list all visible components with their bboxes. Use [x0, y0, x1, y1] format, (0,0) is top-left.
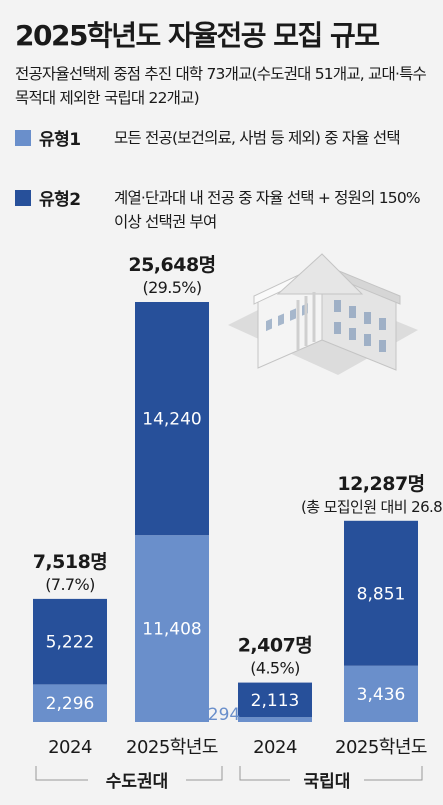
- legend-desc-type2: 계열·단과대 내 전공 중 자율 선택 + 정원의 150% 이상 선택권 부여: [114, 189, 421, 231]
- page-subtitle: 전공자율선택제 중점 추진 대학 73개교(수도권대 51개교, 교대·특수목적…: [15, 65, 427, 107]
- legend-swatch-type2: [15, 190, 31, 206]
- x-tick-label: 2025학년도: [335, 737, 427, 758]
- bar-share-label: (29.5%): [142, 278, 201, 297]
- bar-label-type1: 294: [208, 705, 240, 725]
- bar-segment-type1: [238, 717, 312, 722]
- bar-segment-type2: [238, 682, 312, 718]
- bar-label-type2: 14,240: [142, 410, 201, 430]
- group-label-capital: 수도권대: [106, 772, 169, 792]
- group-label-national: 국립대: [304, 772, 351, 792]
- bar-segment-type1: [33, 684, 107, 722]
- bar-segment-type1: [344, 665, 418, 722]
- bar-total-label: 12,287명: [337, 473, 424, 495]
- bar-total-label: 2,407명: [238, 635, 313, 657]
- bar-label-type2: 5,222: [46, 633, 95, 653]
- x-tick-label: 2024: [253, 737, 297, 758]
- group-bracket-right: [239, 766, 423, 781]
- x-tick-label: 2024: [48, 737, 92, 758]
- bar-total-label: 25,648명: [128, 254, 215, 276]
- legend-label-type1: 유형1: [39, 130, 81, 150]
- page-title: 2025학년도 자율전공 모집 규모: [15, 19, 380, 52]
- legend-swatch-type1: [15, 130, 31, 146]
- bar-segment-type2: [344, 520, 418, 666]
- bar-label-type2: 8,851: [357, 584, 406, 604]
- group-bracket-left: [35, 766, 223, 781]
- bar-label-type1: 2,296: [46, 694, 95, 714]
- bar-label-type1: 11,408: [142, 620, 201, 640]
- legend-desc-type1: 모든 전공(보건의료, 사범 등 제외) 중 자율 선택: [114, 129, 401, 147]
- bar-share-label: (총 모집인원 대비 26.8%): [301, 498, 443, 516]
- bar-segment-type1: [135, 535, 209, 722]
- bar-share-label: (4.5%): [250, 659, 300, 678]
- legend-label-type2: 유형2: [39, 190, 81, 210]
- bar-segment-type2: [135, 302, 209, 536]
- bar-total-label: 7,518명: [33, 551, 108, 573]
- bar-label-type1: 3,436: [357, 685, 406, 705]
- x-tick-label: 2025학년도: [126, 737, 218, 758]
- building-icon: [228, 253, 418, 375]
- bar-label-type2: 2,113: [251, 691, 300, 711]
- labels-layer: 2,296 5,222 7,518명 (7.7%) 2024 11,408 14,240 25…: [33, 254, 443, 758]
- bar-share-label: (7.7%): [45, 575, 95, 594]
- bars-layer: [33, 302, 418, 722]
- bar-segment-type2: [33, 598, 107, 685]
